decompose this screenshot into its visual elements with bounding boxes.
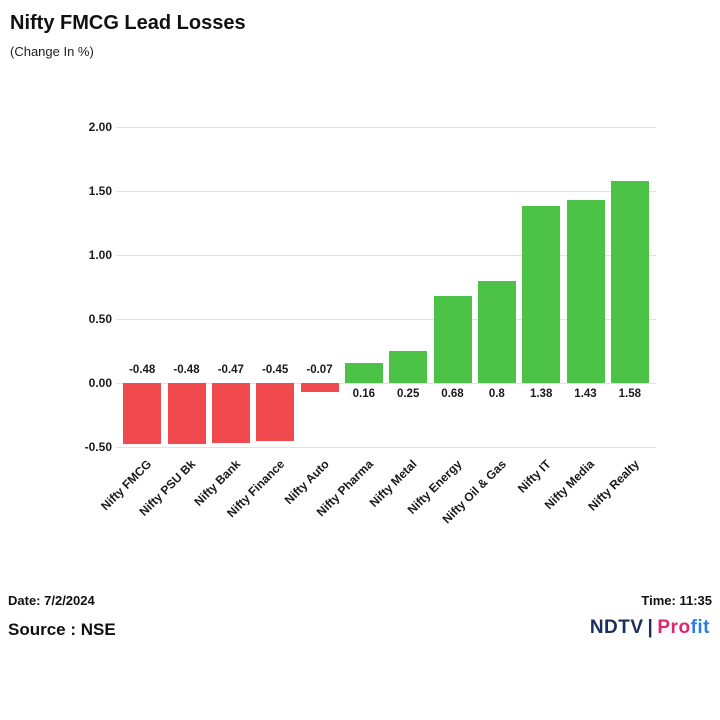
logo-ndtv-text: NDTV [589, 617, 644, 638]
x-axis-label-nifty-it: Nifty IT [514, 457, 554, 496]
bar-value-label-nifty-oil-gas: 0.8 [488, 388, 505, 400]
bar-nifty-oil-gas [477, 280, 516, 383]
bar-nifty-realty [610, 180, 649, 383]
y-axis-tick-label: 1.50 [88, 184, 112, 198]
y-axis-tick-label: 0.50 [88, 312, 112, 326]
bar-nifty-media [566, 199, 605, 383]
bar-nifty-metal [389, 351, 428, 383]
bar-nifty-finance [256, 383, 295, 441]
logo-profit-fit-text: fit [690, 617, 710, 638]
gridline-0.50 [116, 319, 656, 320]
time-label: Time: 11:35 [641, 593, 712, 608]
gridline--0.50 [116, 447, 656, 448]
y-axis-tick-label: 1.00 [88, 248, 112, 262]
gridline-2.00 [116, 127, 656, 128]
bar-value-label-nifty-pharma: 0.16 [352, 388, 376, 400]
bar-value-label-nifty-media: 1.43 [574, 388, 597, 400]
bar-value-label-nifty-auto: -0.07 [306, 364, 333, 376]
logo-separator: | [647, 617, 654, 638]
bar-nifty-psu-bk [167, 383, 206, 445]
gridline-0.00 [116, 383, 656, 384]
bar-nifty-energy [433, 295, 472, 383]
bar-chart-plot-area: 2.00 1.50 1.00 0.50 0.00 -0.50 -0.48 Nifty FMCG… [85, 120, 656, 526]
gridline-1.00 [116, 255, 656, 256]
y-axis-tick-label: 0.00 [88, 376, 112, 390]
bar-nifty-auto [300, 383, 339, 392]
logo-profit-pro-text: Pro [657, 617, 691, 638]
bar-value-label-nifty-psu-bk: -0.48 [173, 364, 200, 376]
bar-value-label-nifty-realty: 1.58 [618, 388, 642, 400]
ndtv-profit-logo: NDTV | Profit [590, 617, 710, 639]
source-label: Source : NSE [8, 620, 116, 639]
gridline-1.50 [116, 191, 656, 192]
bar-nifty-fmcg [123, 383, 162, 445]
bar-value-label-nifty-fmcg: -0.48 [129, 364, 156, 376]
y-axis-tick-label: -0.50 [84, 440, 112, 454]
bar-nifty-it [522, 206, 561, 383]
date-label: Date: 7/2/2024 [8, 593, 95, 608]
bar-nifty-bank [211, 383, 250, 444]
page-subtitle: (Change In %) [10, 44, 94, 59]
bar-value-label-nifty-it: 1.38 [529, 388, 553, 400]
page-title: Nifty FMCG Lead Losses [10, 12, 246, 34]
bar-value-label-nifty-finance: -0.45 [262, 364, 289, 376]
bar-value-label-nifty-bank: -0.47 [217, 364, 244, 376]
y-axis-tick-label: 2.00 [88, 120, 112, 134]
bar-nifty-pharma [344, 362, 383, 383]
bar-value-label-nifty-energy: 0.68 [441, 388, 464, 400]
bar-value-label-nifty-metal: 0.25 [396, 388, 420, 400]
